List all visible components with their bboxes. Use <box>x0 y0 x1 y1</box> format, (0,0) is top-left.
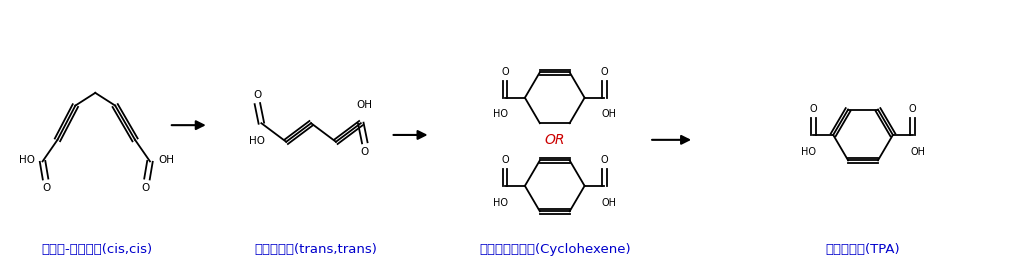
Text: O: O <box>909 104 917 114</box>
Text: O: O <box>142 183 150 193</box>
Text: O: O <box>43 183 51 193</box>
Text: 이성화산물(trans,trans): 이성화산물(trans,trans) <box>255 243 378 256</box>
Text: OH: OH <box>158 155 174 165</box>
Text: 바이오-뮤코닉산(cis,cis): 바이오-뮤코닉산(cis,cis) <box>42 243 153 256</box>
Text: O: O <box>501 155 509 165</box>
Text: OH: OH <box>602 198 617 207</box>
Text: O: O <box>810 104 817 114</box>
Text: OH: OH <box>357 100 373 111</box>
Text: 부가고리화산물(Cyclohexene): 부가고리화산물(Cyclohexene) <box>479 243 630 256</box>
Text: HO: HO <box>250 136 265 146</box>
Text: O: O <box>360 147 368 157</box>
Text: HO: HO <box>492 109 508 120</box>
Text: O: O <box>501 67 509 77</box>
Text: HO: HO <box>801 147 816 157</box>
Text: O: O <box>601 155 608 165</box>
Text: OR: OR <box>544 133 565 147</box>
Text: O: O <box>254 90 262 100</box>
Text: O: O <box>601 67 608 77</box>
Text: OH: OH <box>602 109 617 120</box>
Text: OH: OH <box>910 147 926 157</box>
Text: HO: HO <box>492 198 508 207</box>
Text: HO: HO <box>18 155 35 165</box>
Text: 테레프탈산(TPA): 테레프탈산(TPA) <box>826 243 900 256</box>
